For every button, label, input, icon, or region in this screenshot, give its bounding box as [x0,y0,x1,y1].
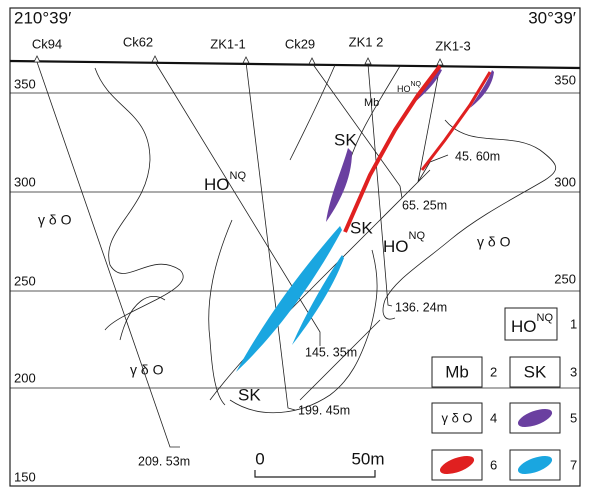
scale-bar [255,470,375,477]
scale-label: 50m [351,449,384,468]
elevation-label: 200 [14,370,36,385]
cross-section: 210°39′ 30°39′ 350 300 250 200 150 350 3… [0,0,590,492]
legend-number: 1 [570,316,577,331]
borehole-label: Ck62 [123,34,153,49]
legend-symbol: γ δ O [441,410,472,425]
depth-label: 145. 35m [305,345,357,359]
elevation-label: 300 [554,174,576,189]
borehole-label: ZK1 2 [349,34,384,49]
depth-label: 209. 53m [138,454,190,468]
rock-label: HONQ [383,230,425,257]
elevation-label: 350 [554,72,576,87]
borehole-label: ZK1-3 [435,38,470,53]
legend-number: 3 [570,364,577,379]
corner-right: 30°39′ [528,8,576,27]
elevation-label: 250 [554,271,576,286]
borehole-label: ZK1-1 [210,36,245,51]
elevation-label: 300 [14,174,36,189]
rock-label: γ δ O [477,234,511,250]
elevation-label: 150 [14,469,36,484]
elevation-label: 250 [14,273,36,288]
depth-label: 45. 60m [455,149,500,163]
depth-label: 136. 24m [395,300,447,314]
legend-symbol: Mb [445,362,469,381]
rock-label: γ δ O [130,362,164,378]
rock-label: γ δ O [38,212,72,228]
scale-label: 0 [255,449,264,468]
topography [10,61,580,68]
rock-label: SK [350,218,373,237]
legend [432,308,560,480]
legend-number: 6 [490,457,497,472]
legend-symbol: SK [524,362,547,381]
legend-number: 4 [490,410,497,425]
borehole-label: Ck94 [32,36,62,51]
depth-label: 65. 25m [402,198,447,212]
elevation-label: 350 [14,76,36,91]
legend-number: 2 [490,364,497,379]
rock-label: SK [238,385,261,404]
legend-number: 7 [570,457,577,472]
rock-label: Mb [364,97,379,109]
depth-label: 199. 45m [298,403,350,417]
rock-label: SK [334,130,357,149]
rock-label: HONQ [204,170,246,195]
corner-left: 210°39′ [14,8,71,27]
borehole-label: Ck29 [285,36,315,51]
legend-number: 5 [570,410,577,425]
